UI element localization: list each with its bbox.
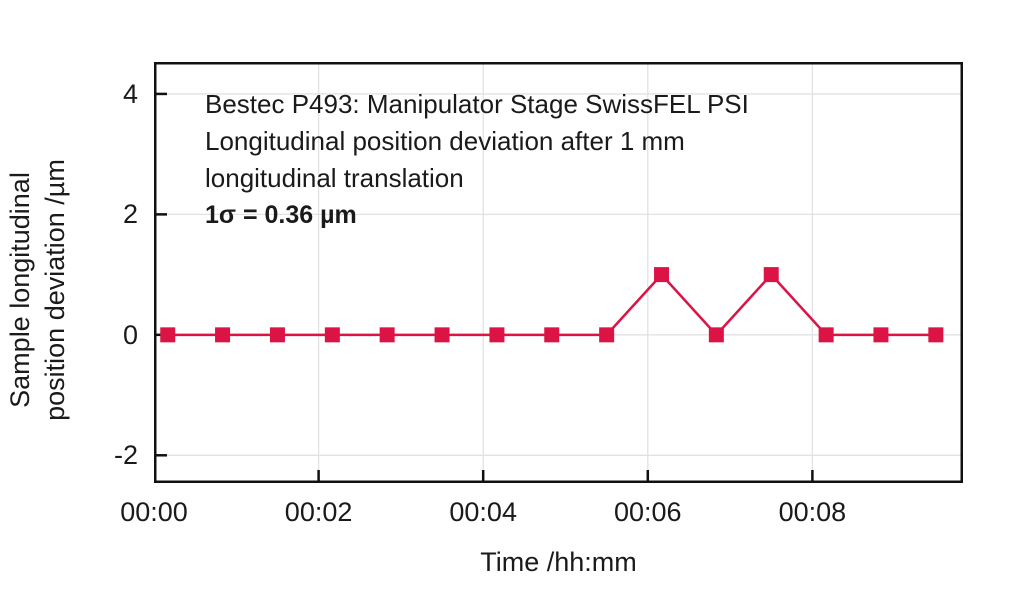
data-point-marker: [160, 327, 176, 343]
chart-title-line1: Bestec P493: Manipulator Stage SwissFEL …: [205, 89, 749, 119]
data-point-marker: [599, 327, 615, 343]
y-tick-label: -2: [113, 440, 138, 471]
plot-frame: [154, 62, 963, 483]
x-tick-label: 00:04: [449, 497, 517, 527]
plot-canvas: [154, 62, 963, 483]
y-axis-title: Sample longitudinal position deviation /…: [3, 20, 73, 560]
data-point-marker: [873, 327, 889, 343]
x-tick-label: 00:06: [613, 497, 682, 527]
y-tick-label: 4: [122, 78, 138, 109]
data-point-marker: [489, 327, 505, 343]
data-point-marker: [269, 327, 285, 343]
x-axis-title: Time /hh:mm: [480, 547, 637, 577]
x-tick-label: 00:08: [778, 497, 847, 527]
chart-title-line3: longitudinal translation: [205, 163, 464, 193]
chart-title-line2: Longitudinal position deviation after 1 …: [205, 126, 685, 156]
data-point-marker: [434, 327, 450, 343]
sigma-annotation: 1σ = 0.36 µm: [205, 201, 357, 229]
y-tick-label: 2: [122, 199, 138, 230]
data-point-marker: [818, 327, 834, 343]
deviation-series-line: [167, 272, 936, 337]
data-point-marker: [544, 327, 560, 343]
data-point-marker: [379, 327, 395, 343]
title-block: Bestec P493: Manipulator Stage SwissFEL …: [205, 86, 749, 234]
data-point-marker: [324, 327, 340, 343]
x-tick-label: 00:00: [120, 497, 188, 527]
data-point-marker: [708, 327, 724, 343]
data-point-marker: [928, 327, 944, 343]
data-point-marker: [763, 267, 779, 283]
y-tick-label: 0: [122, 319, 138, 350]
data-point-marker: [215, 327, 231, 343]
y-axis-title-line1: Sample longitudinal: [5, 172, 35, 408]
x-tick-label: 00:02: [284, 497, 353, 527]
data-point-marker: [654, 267, 670, 283]
plot-area: [154, 62, 963, 483]
